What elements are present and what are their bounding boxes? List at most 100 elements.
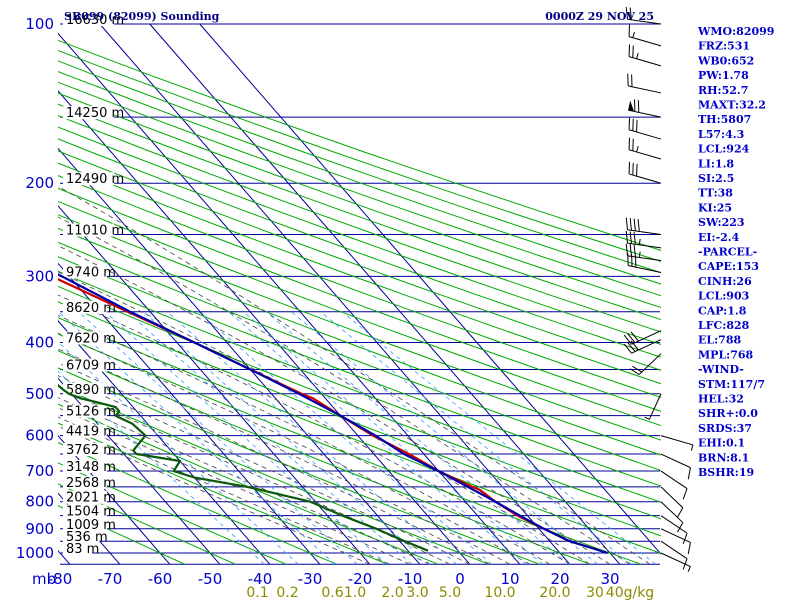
index-item: CINH:26 [698,275,752,288]
height-label: 2021 m [66,491,116,506]
temperature-axis: -80 -70 -60 -50 -40 -30 -20 -10 0 10 20 30 [48,570,620,588]
wind-barb-flag [630,331,639,342]
index-item: SHR+:0.0 [698,407,758,420]
wind-barb-staff [648,393,662,420]
index-item: CAP:1.8 [698,304,747,317]
moist-adiabat-line [58,416,390,565]
isotherm-line [58,205,371,565]
wind-barb [660,515,688,545]
isotherm-line [58,147,421,565]
mixing-ratio-line [143,311,431,565]
mixing-ratio-label: 20.0 [539,585,570,600]
wind-barb [660,528,691,555]
height-label-bg [63,382,107,396]
temperature-tick: -50 [198,570,223,588]
wind-barb-staff [627,18,662,25]
wind-barb-staff [660,501,684,523]
wind-barbs [623,6,694,573]
mixing-ratio-label: 2.0 [381,585,403,600]
wind-barb-staff [627,255,662,262]
wind-barb-flag [629,218,632,231]
index-item: BRN:8.1 [698,451,749,464]
pressure-tick: 100 [25,15,54,33]
wind-barb-staff [628,129,662,140]
height-label: 9740 m [66,265,116,280]
wind-barb-staff [638,353,662,375]
wind-barb-staff [631,339,662,354]
temperature-tick: 0 [455,570,465,588]
dry-adiabat-line [58,150,661,371]
wind-barb-flag [629,7,632,20]
height-label: 2568 m [66,476,116,491]
height-label: 12490 m [66,172,124,187]
wind-barb-staff [660,540,688,560]
dry-adiabat-line [58,81,661,297]
wind-barb-flag [627,333,636,344]
wind-barb-staff [628,36,662,47]
height-label: 5126 m [66,405,116,420]
wind-barb-flag [687,542,691,555]
height-label: 4419 m [66,425,116,440]
wind-barb [660,453,691,480]
wind-barb-flag [687,467,691,480]
wind-barb-flag [632,365,642,373]
wind-barb-half [690,444,694,451]
wind-barb-flag [623,343,632,354]
wind-barb-staff [660,552,691,568]
mixing-ratio-line [166,311,457,565]
pressure-tick: 700 [25,462,54,480]
index-item: RH:52.7 [698,84,748,97]
wind-barb [660,470,688,500]
pressure-tick: 400 [25,333,54,351]
height-label-bg [63,106,115,120]
wind-barb-half [638,238,641,245]
index-item: SI:2.5 [698,172,734,185]
mixing-ratio-line [58,370,265,565]
sounding-series [58,273,608,555]
moist-adiabat-line [58,216,631,565]
dry-adiabat-line [58,367,540,565]
height-label-bg [63,542,93,555]
wind-barb-flag [633,231,636,245]
dry-adiabat-line [58,49,661,262]
index-item: EI:-2.4 [698,231,740,244]
temperature-tick: 20 [550,570,569,588]
index-item: LI:1.8 [698,157,734,170]
height-label-bg [63,265,107,279]
dry-adiabat-line [58,175,661,398]
wind-barb-staff [660,528,691,543]
wind-barb-staff [628,149,662,160]
height-label: 7620 m [66,331,116,346]
dry-adiabat-line [58,442,337,565]
wind-barb-flag [682,488,688,500]
chart-background-lines [58,23,661,565]
wind-barb-staff [628,173,662,184]
dry-adiabat-line [58,256,661,487]
height-label-bg [63,404,107,418]
temperature-tick: 30 [600,570,619,588]
pressure-tick: 900 [25,520,54,538]
moist-adiabat-line [58,362,490,565]
wind-barb [623,330,662,345]
index-item: CAPE:153 [698,260,759,273]
height-label-bg [63,331,107,345]
index-item: WB0:652 [697,54,754,67]
mixing-ratio-line [58,341,299,565]
index-item: L57:4.3 [698,128,744,141]
wind-barb-staff [627,229,662,236]
height-label: 1009 m [66,518,116,533]
moist-adiabat-line [58,375,470,565]
isotherm-line [199,23,661,555]
height-label: 3148 m [66,460,116,475]
wind-barb [629,353,662,375]
wind-barb [628,137,662,160]
mixing-ratio-line [266,311,570,565]
height-label-bg [63,443,107,457]
dry-adiabat-line [58,103,661,321]
mixing-ratio-lines [58,311,656,565]
mixing-ratio-line [228,311,527,565]
height-label: 83 m [66,542,99,557]
wind-barb [628,117,662,140]
height-label: 3762 m [66,443,116,458]
